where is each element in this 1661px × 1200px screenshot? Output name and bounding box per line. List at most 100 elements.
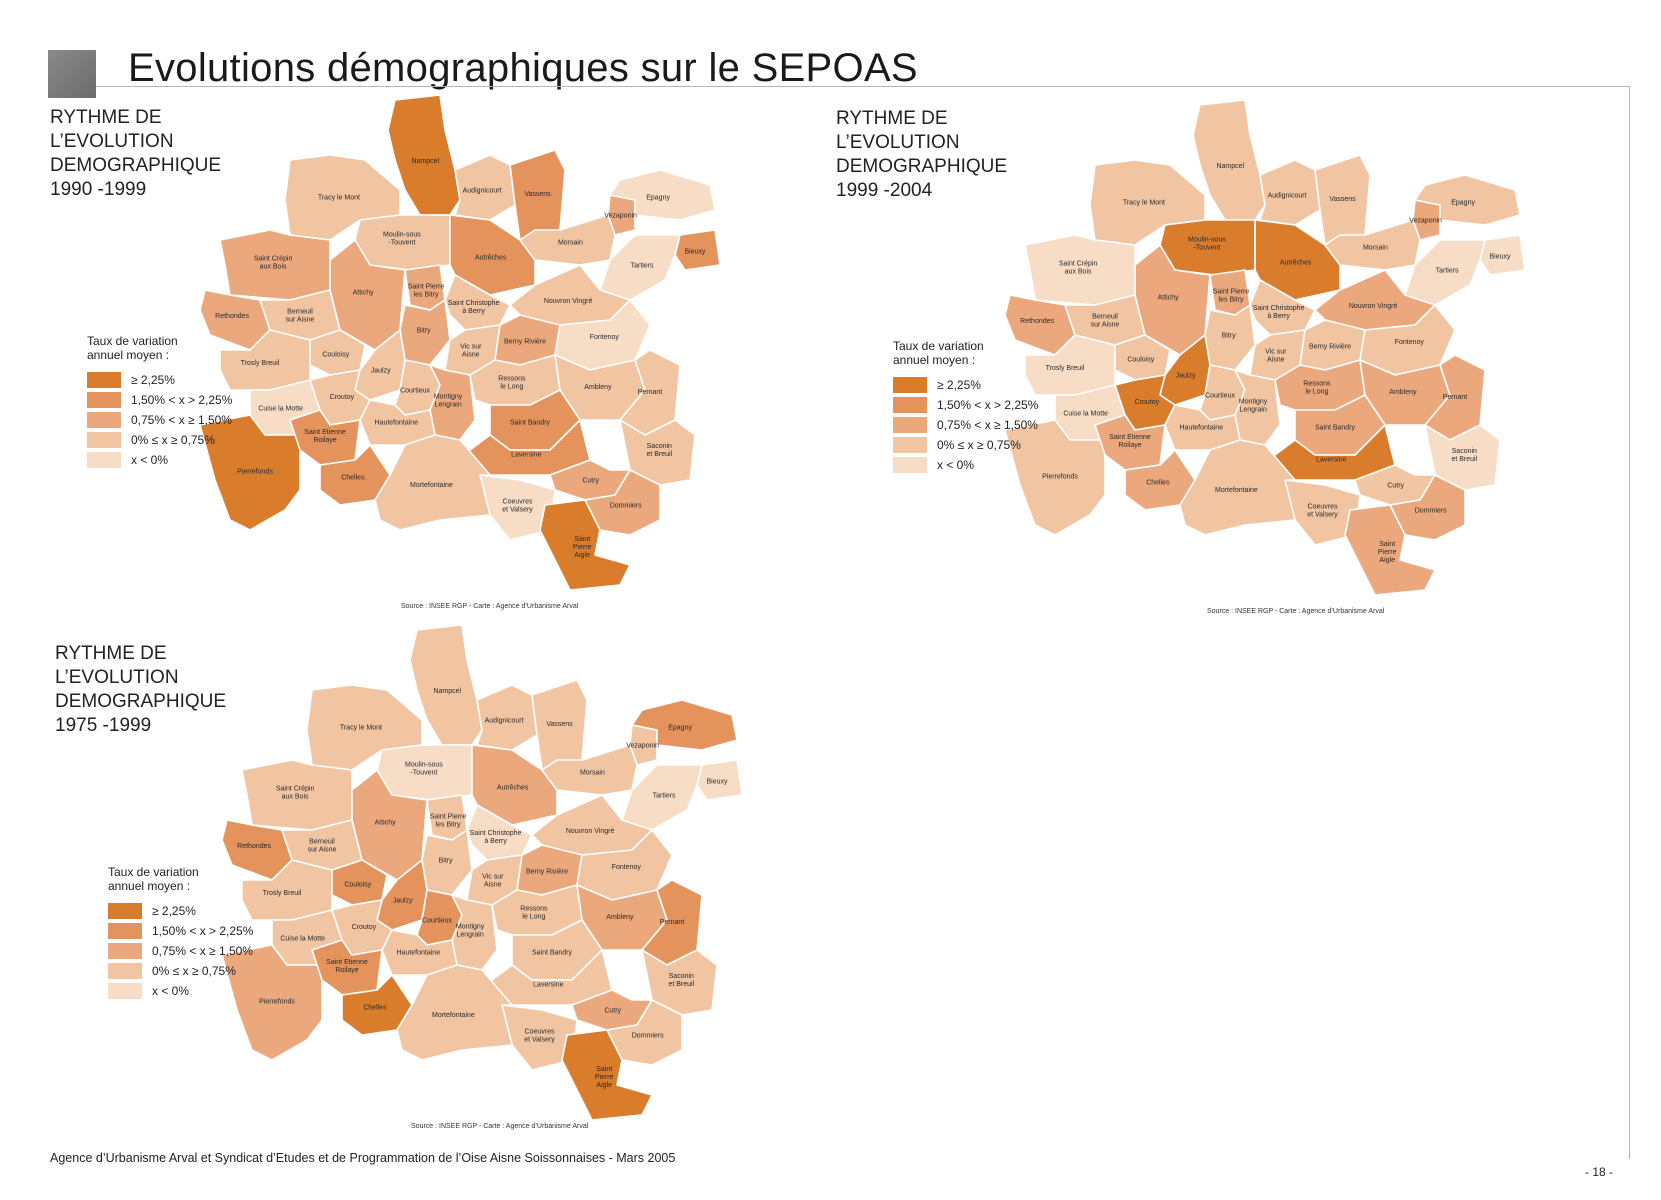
commune-label-line: sur Aisne [286, 317, 315, 324]
commune-label-line: Autrêches [497, 784, 529, 791]
commune-label: Tartiers [653, 793, 676, 800]
commune-label-line: Montigny [434, 394, 463, 401]
commune-label: Courtieux [1205, 393, 1235, 400]
commune-label: Ressons le Long [498, 375, 526, 390]
commune-epagny [609, 169, 716, 221]
commune-label: Saint Pierre les Bitry [1213, 289, 1250, 304]
commune-epagny [1414, 174, 1521, 226]
commune-pierrefonds [199, 414, 301, 531]
legend-label: ≥ 2,25% [937, 378, 981, 392]
title-square [48, 50, 96, 98]
commune-label: Vic sur Aisne [482, 874, 504, 889]
legend-title-line: Taux de variation [87, 334, 178, 348]
commune-label: Fontenoy [1395, 339, 1425, 346]
commune-label: Ambleny [1389, 389, 1417, 396]
commune-label: Jaulzy [393, 898, 413, 905]
commune-label-line: Epagny [646, 194, 670, 201]
commune-label-line: Trosly Breuil [263, 890, 302, 897]
commune-label-line: Tartiers [1436, 268, 1459, 275]
commune-label-line: Aisne [462, 352, 480, 359]
commune-label: Mortefontaine [410, 482, 453, 489]
commune-label-line: -Touvent [388, 240, 415, 247]
commune-label: Courtieux [400, 388, 430, 395]
commune-label-line: Bitry [1222, 333, 1237, 340]
commune-label-line: Berneuil [1092, 314, 1118, 321]
commune-label-line: Moulin-sous [405, 762, 443, 769]
commune-label-line: Jaulzy [1176, 373, 1196, 380]
legend-map-1990-1999: Taux de variation annuel moyen : ≥ 2,25%… [87, 334, 232, 470]
commune-label: Vic sur Aisne [460, 344, 482, 359]
commune-hautefontaine [1164, 404, 1241, 451]
legend-map-1975-1999: Taux de variation annuel moyen : ≥ 2,25%… [108, 865, 253, 1001]
legend-item: 1,50% < x > 2,25% [893, 395, 1038, 415]
commune-label-line: Nampcel [433, 688, 461, 695]
legend-label: x < 0% [131, 453, 169, 467]
commune-label: Tartiers [631, 263, 654, 270]
commune-label-line: aux Bois [260, 263, 287, 270]
commune-label: Bitry [417, 328, 432, 335]
commune-label-line: Tracy le Mont [1123, 200, 1165, 207]
commune-label: Tracy le Mont [340, 725, 382, 732]
commune-label-line: le Long [1305, 388, 1328, 395]
commune-saint-etienne-roilaye [1094, 414, 1166, 471]
legend-label: 0,75% < x ≥ 1,50% [937, 418, 1038, 432]
legend-swatch [108, 943, 142, 959]
commune-label: Rethondes [1020, 318, 1054, 325]
commune-label: Saint Christophe à Berry [470, 830, 522, 845]
commune-pierrefonds [221, 944, 323, 1061]
commune-label: Coeuvres et Valsery [502, 499, 533, 514]
commune-label-line: et Valsery [502, 507, 533, 514]
commune-label-line: Tracy le Mont [340, 725, 382, 732]
commune-label-line: Ambleny [606, 914, 634, 921]
commune-label: Trosly Breuil [263, 890, 302, 897]
legend-swatch [87, 392, 121, 408]
legend-title-line: annuel moyen : [893, 353, 976, 367]
legend-item: 0,75% < x ≥ 1,50% [893, 415, 1038, 435]
commune-label-line: Couloisy [322, 352, 349, 359]
commune-label-line: Rethondes [1020, 318, 1054, 325]
commune-label-line: Berny Rivière [526, 868, 568, 875]
commune-label-line: Ressons [498, 375, 526, 382]
commune-label-line: Laversine [511, 451, 541, 458]
commune-label-line: Cutry [582, 478, 599, 485]
commune-label: Saint Pierre Aigle [573, 536, 592, 559]
commune-label-line: Pernant [638, 389, 663, 396]
commune-label: Morsain [558, 239, 583, 246]
commune-label: Vic sur Aisne [1265, 349, 1287, 364]
commune-label-line: Vic sur [460, 344, 482, 351]
commune-label-line: aux Bois [282, 793, 309, 800]
commune-label-line: Dommiers [632, 1033, 664, 1040]
commune-label-line: Tracy le Mont [318, 195, 360, 202]
legend-swatch [893, 397, 927, 413]
commune-dommiers [584, 469, 661, 536]
commune-label-line: Berny Rivière [504, 338, 546, 345]
legend-label: ≥ 2,25% [131, 373, 175, 387]
commune-label-line: Lengrain [456, 932, 483, 939]
map-heading-1975-1999: RYTHME DE L’EVOLUTION DEMOGRAPHIQUE 1975… [55, 642, 226, 738]
commune-mortefontaine [396, 964, 513, 1061]
legend-label: 0% ≤ x ≥ 0,75% [937, 438, 1021, 452]
commune-dommiers [606, 999, 683, 1066]
commune-dommiers [1389, 474, 1466, 541]
commune-label-line: Nouvron Vingré [1349, 303, 1398, 310]
commune-label-line: Vassens [1329, 196, 1356, 203]
commune-label-line: Saint Etienne [304, 429, 346, 436]
commune-label-line: Hautefontaine [397, 949, 441, 956]
commune-label-line: Bitry [439, 858, 454, 865]
legend-title-line: Taux de variation [893, 339, 984, 353]
legend-title: Taux de variation annuel moyen : [87, 334, 232, 362]
commune-saint-christophe-a-berry [466, 804, 533, 861]
commune-label-line: Vic sur [1265, 349, 1287, 356]
commune-label-line: Berneuil [287, 309, 313, 316]
commune-label-line: le Long [500, 383, 523, 390]
commune-label-line: Couloisy [344, 882, 371, 889]
commune-label: Bieuxy [1489, 254, 1511, 261]
commune-label-line: Chelles [363, 1005, 387, 1012]
commune-label: Cuise la Motte [1063, 410, 1108, 417]
legend-swatch [893, 457, 927, 473]
commune-label: Dommiers [1415, 508, 1447, 515]
commune-label: Bitry [1222, 333, 1237, 340]
commune-label: Rethondes [237, 843, 271, 850]
commune-label: Hautefontaine [375, 419, 419, 426]
choropleth-map-1990-1999: Nampcel Tracy le Mont Audignicourt Vassens V… [199, 94, 721, 591]
